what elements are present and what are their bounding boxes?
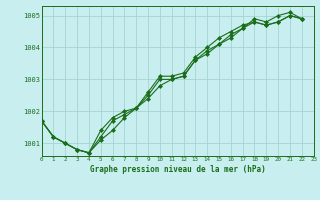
X-axis label: Graphe pression niveau de la mer (hPa): Graphe pression niveau de la mer (hPa)	[90, 165, 266, 174]
